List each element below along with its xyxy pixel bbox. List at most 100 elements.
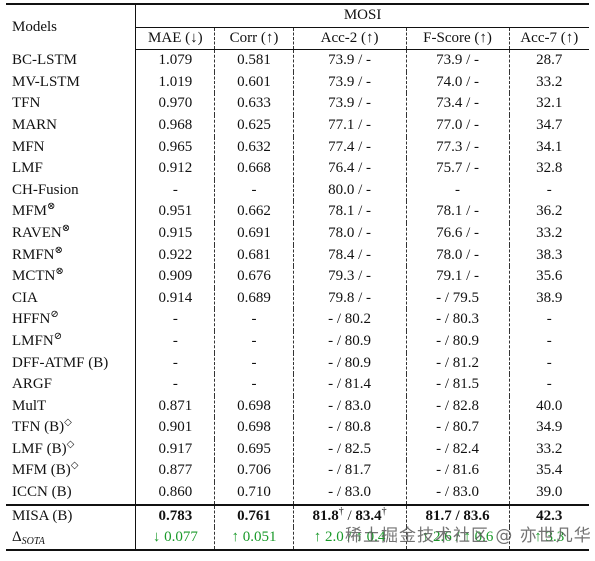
cell-corr: 0.689	[214, 287, 294, 310]
misa-model-name: MISA (B)	[6, 503, 137, 528]
model-label: MulT	[12, 397, 47, 414]
model-marker: ◇	[66, 438, 75, 450]
cell-fscore: 75.7 / -	[406, 158, 510, 180]
cell-corr: -	[214, 179, 294, 202]
cell-mae: 0.914	[135, 287, 216, 310]
cell-acc2: - / 83.0	[293, 482, 407, 505]
table-row: MARN 0.968 0.625 77.1 / -77.0 / - 34.7	[6, 114, 589, 137]
cell-fscore: - / 81.2	[406, 352, 510, 375]
cell-corr: -	[214, 309, 294, 331]
model-name: TFN	[6, 93, 137, 115]
cell-acc2: - / 80.8	[293, 417, 407, 439]
misa-fscore: 81.7 / 83.6	[406, 503, 510, 528]
cell-acc7: -	[546, 311, 552, 328]
col-header-fscore: F-Score (↑)	[406, 27, 510, 51]
cell-acc7: -	[546, 376, 552, 393]
model-name: DFF-ATMF (B)	[6, 352, 137, 375]
cell-fscore: - / 80.7	[406, 417, 510, 439]
table-row: CH-Fusion - -80.0 / ---	[6, 179, 589, 202]
model-label: RAVEN	[12, 224, 62, 241]
cell-fscore: 77.3 / -	[406, 136, 510, 159]
table-row: MFM⊗ 0.951 0.662 78.1 / -78.1 / -36.2	[6, 201, 589, 223]
cell-corr: 0.676	[214, 266, 294, 288]
misa-mae: 0.783	[135, 503, 216, 528]
misa-row: MISA (B) 0.783 0.761 81.8† / 83.4† 81.7 …	[6, 503, 589, 528]
delta-row: ΔSOTA ↓ 0.077 ↑ 0.051 ↑ 2.0 / ↑ 0.4 ↑ 2.…	[6, 527, 589, 551]
cell-corr: 0.681	[214, 244, 294, 267]
cell-mae: 1.019	[135, 71, 216, 94]
delta-symbol: Δ	[12, 529, 22, 546]
model-label: RMFN	[12, 246, 55, 263]
dagger-mark: †	[381, 505, 387, 517]
cell-acc7: 33.2	[536, 440, 563, 457]
cell-mae: 0.912	[135, 158, 216, 180]
table-row: MFN 0.965 0.632 77.4 / -77.3 / - 34.1	[6, 136, 589, 159]
model-label: DFF-ATMF (B)	[12, 354, 109, 371]
cell-acc2: - / 82.5	[293, 438, 407, 461]
cell-fscore: - / 82.8	[406, 395, 510, 418]
cell-acc7: 34.1	[536, 138, 563, 155]
model-label: MFM	[12, 203, 48, 220]
cell-corr: 0.710	[214, 482, 294, 505]
table-row: MFM (B)◇ 0.877 0.706- / 81.7- / 81.6 35.4	[6, 460, 589, 483]
cell-fscore: -	[406, 179, 510, 202]
model-name: TFN (B)◇	[6, 417, 137, 439]
cell-acc7: 32.1	[536, 95, 563, 112]
cell-acc2: 78.4 / -	[293, 244, 407, 267]
cell-mae: 0.909	[135, 266, 216, 288]
misa-acc2-a: 81.8	[312, 507, 339, 524]
model-label: LMFN	[12, 332, 54, 349]
table-row: BC-LSTM 1.079 0.581 73.9 / -73.9 / -28.7	[6, 49, 589, 72]
cell-fscore: 73.4 / -	[406, 93, 510, 115]
cell-mae: 0.968	[135, 114, 216, 137]
cell-corr: 0.632	[214, 136, 294, 159]
model-label: LMF (B)	[12, 440, 67, 457]
cell-mae: 0.915	[135, 222, 216, 245]
model-name: MARN	[6, 114, 137, 137]
model-name: ARGF	[6, 374, 137, 396]
cell-corr: 0.695	[214, 438, 294, 461]
cell-fscore: 73.9 / -	[406, 49, 510, 72]
cell-mae: -	[135, 330, 216, 353]
table-row: RAVEN⊗ 0.915 0.691 78.0 / -76.6 / -33.2	[6, 222, 589, 245]
table-row: CIA 0.914 0.689 79.8 / -- / 79.5 38.9	[6, 287, 589, 310]
cell-corr: 0.698	[214, 395, 294, 418]
delta-fscore: ↑ 2.6 / ↑ 0.6	[406, 527, 510, 551]
cell-fscore: 78.1 / -	[406, 201, 510, 223]
model-name: LMF (B)◇	[6, 438, 137, 461]
cell-mae: 0.877	[135, 460, 216, 483]
misa-acc7: 42.3	[509, 503, 589, 528]
cell-mae: -	[135, 374, 216, 396]
cell-fscore: - / 82.4	[406, 438, 510, 461]
model-name: MFM (B)◇	[6, 460, 137, 483]
model-name: MCTN⊗	[6, 266, 137, 288]
cell-fscore: - / 79.5	[406, 287, 510, 310]
col-header-acc2: Acc-2 (↑)	[293, 27, 407, 51]
cell-mae: 0.871	[135, 395, 216, 418]
model-marker: ⊗	[55, 266, 64, 278]
col-header-acc7: Acc-7 (↑)	[509, 27, 589, 51]
cell-acc2: - / 81.7	[293, 460, 407, 483]
cell-corr: 0.691	[214, 222, 294, 245]
cell-acc7: 36.2	[536, 203, 563, 220]
model-label: MV-LSTM	[12, 73, 80, 90]
cell-acc2: - / 80.9	[293, 352, 407, 375]
model-label: TFN	[12, 95, 41, 112]
table-row: MV-LSTM 1.019 0.601 73.9 / -74.0 / - 33.2	[6, 71, 589, 94]
cell-mae: -	[135, 179, 216, 202]
model-name: MV-LSTM	[6, 71, 137, 94]
cell-acc2: - / 83.0	[293, 395, 407, 418]
table-row: RMFN⊗ 0.922 0.681 78.4 / -78.0 / -38.3	[6, 244, 589, 267]
table-row: ARGF - - - / 81.4- / 81.5-	[6, 374, 589, 396]
cell-acc7: 34.9	[536, 419, 563, 436]
cell-acc2: 80.0 / -	[293, 179, 407, 202]
table-row: TFN (B)◇ 0.901 0.698- / 80.8- / 80.7 34.9	[6, 417, 589, 439]
cell-mae: -	[135, 352, 216, 375]
cell-acc7: 39.0	[536, 484, 563, 501]
cell-corr: 0.581	[214, 49, 294, 72]
misa-corr: 0.761	[214, 503, 294, 528]
cell-corr: -	[214, 352, 294, 375]
cell-fscore: - / 81.6	[406, 460, 510, 483]
table-row: TFN 0.970 0.633 73.9 / -73.4 / - 32.1	[6, 93, 589, 115]
delta-subscript: SOTA	[21, 536, 45, 548]
